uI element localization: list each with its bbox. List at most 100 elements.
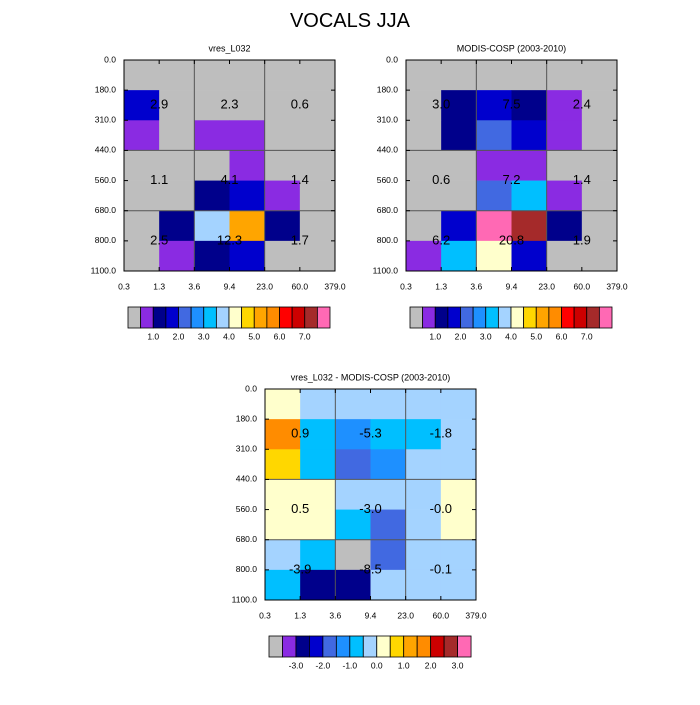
cell-value-label: 1.7 [291, 232, 309, 247]
heatmap-cell [335, 449, 371, 480]
heatmap-cell [124, 240, 160, 272]
cell-value-label: 1.1 [150, 172, 168, 187]
heatmap-cell [476, 180, 512, 212]
y-tick-label: 680.0 [377, 205, 399, 215]
colorbar-box [409, 306, 424, 329]
x-tick-label: 23.0 [256, 281, 273, 291]
colorbar-label: 1.0 [147, 331, 159, 341]
heatmap-cell [440, 479, 477, 510]
colorbar-label: 4.0 [223, 331, 235, 341]
x-tick-label: 1.3 [294, 610, 306, 620]
cell-value-label: -5.3 [359, 426, 381, 441]
heatmap-cell [264, 120, 301, 151]
y-tick-label: 310.0 [236, 444, 258, 454]
y-tick-label: 180.0 [377, 84, 399, 94]
y-tick-label: 560.0 [95, 175, 117, 185]
heatmap-cell [441, 210, 477, 242]
cell-value-label: 20.8 [499, 232, 524, 247]
x-tick-label: 60.0 [574, 281, 591, 291]
heatmap-cell [476, 90, 512, 121]
heatmap-cell [370, 539, 406, 571]
colorbar-label: -2.0 [316, 660, 331, 670]
heatmap-cell [406, 90, 442, 121]
heatmap-cell [159, 90, 195, 121]
colorbar-box [403, 635, 418, 658]
heatmap-cell [159, 210, 195, 242]
cell-value-label: 0.6 [432, 172, 450, 187]
heatmap-cell [441, 240, 477, 272]
heatmap-cell [264, 90, 301, 121]
colorbar-box [152, 306, 167, 329]
y-tick-label: 0.0 [245, 383, 257, 393]
heatmap-cell [194, 90, 230, 121]
cell-value-label: 7.2 [502, 172, 520, 187]
heatmap-cell [406, 240, 442, 272]
cell-value-label: 0.6 [291, 97, 309, 112]
colorbar-box [548, 306, 562, 329]
heatmap-cell [299, 240, 336, 272]
heatmap-cell [159, 60, 195, 91]
panel-title: MODIS-COSP (2003-2010) [457, 43, 566, 53]
y-tick-label: 800.0 [236, 564, 258, 574]
colorbar-box [295, 635, 310, 658]
x-tick-label: 3.6 [188, 281, 200, 291]
y-tick-label: 680.0 [95, 205, 117, 215]
heatmap-cell [546, 120, 583, 151]
heatmap-cell [406, 120, 442, 151]
cell-value-label: 2.4 [573, 97, 591, 112]
colorbar-box [535, 306, 550, 329]
x-tick-label: 9.4 [224, 281, 236, 291]
heatmap-cell [441, 150, 477, 181]
colorbar-label: 7.0 [299, 331, 311, 341]
colorbar-box [304, 306, 318, 329]
cell-value-label: 1.4 [291, 172, 309, 187]
heatmap-cell [264, 180, 301, 212]
colorbar-box [241, 306, 255, 329]
heatmap-cell [476, 240, 512, 272]
heatmap-cell [441, 180, 477, 212]
colorbar-box [362, 635, 378, 658]
colorbar-box [389, 635, 405, 658]
heatmap-cell [264, 60, 301, 91]
heatmap-cell [300, 569, 336, 601]
colorbar-box [349, 635, 364, 658]
colorbar-label: 3.0 [198, 331, 210, 341]
heatmap-cell [299, 90, 336, 121]
colorbar-box [190, 306, 205, 329]
colorbar-box [203, 306, 217, 329]
cell-value-label: -0.1 [430, 561, 452, 576]
colorbar-box [316, 306, 331, 329]
heatmap-cell [511, 180, 547, 212]
colorbar-box [485, 306, 499, 329]
heatmap-cell [194, 210, 230, 242]
heatmap-cell [194, 60, 230, 91]
cell-value-label: 2.9 [150, 97, 168, 112]
y-tick-label: 560.0 [236, 504, 258, 514]
heatmap-cell [265, 479, 301, 510]
heatmap-cell [299, 60, 336, 91]
heatmap-cell [546, 60, 583, 91]
y-tick-label: 800.0 [95, 235, 117, 245]
y-tick-label: 180.0 [236, 413, 258, 423]
x-tick-label: 379.0 [465, 610, 487, 620]
heatmap-cell [440, 419, 477, 450]
heatmap-cell [299, 150, 336, 181]
heatmap-cell [406, 60, 442, 91]
x-tick-label: 9.4 [506, 281, 518, 291]
heatmap-cell [299, 180, 336, 212]
heatmap-cell [370, 509, 406, 541]
heatmap-cell [406, 210, 442, 242]
heatmap-cell [335, 419, 371, 450]
cell-value-label: -0.0 [430, 501, 452, 516]
x-tick-label: 23.0 [397, 610, 414, 620]
heatmap-cell [300, 479, 336, 510]
colorbar-label: 1.0 [398, 660, 410, 670]
cell-value-label: 3.0 [432, 97, 450, 112]
heatmap-cell [265, 419, 301, 450]
heatmap-cell [440, 539, 477, 571]
colorbar-box [322, 635, 337, 658]
x-tick-label: 60.0 [433, 610, 450, 620]
heatmap-cell [581, 60, 618, 91]
